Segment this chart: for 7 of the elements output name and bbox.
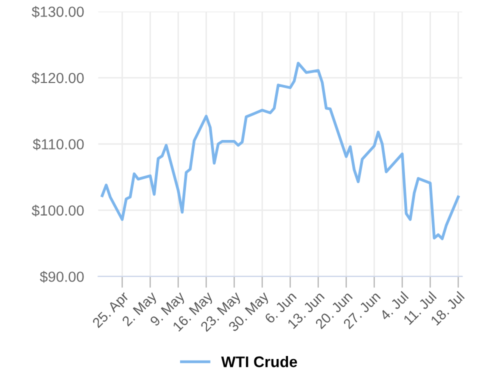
line-series [100,62,460,240]
y-tick-label: $130.00 [32,6,84,18]
y-tick-label: $120.00 [32,72,84,84]
y-tick-label: $100.00 [32,204,84,217]
y-tick-label: $110.00 [32,138,84,150]
y-tick-label: $90.00 [40,270,84,283]
legend-label: WTI Crude [221,356,298,368]
